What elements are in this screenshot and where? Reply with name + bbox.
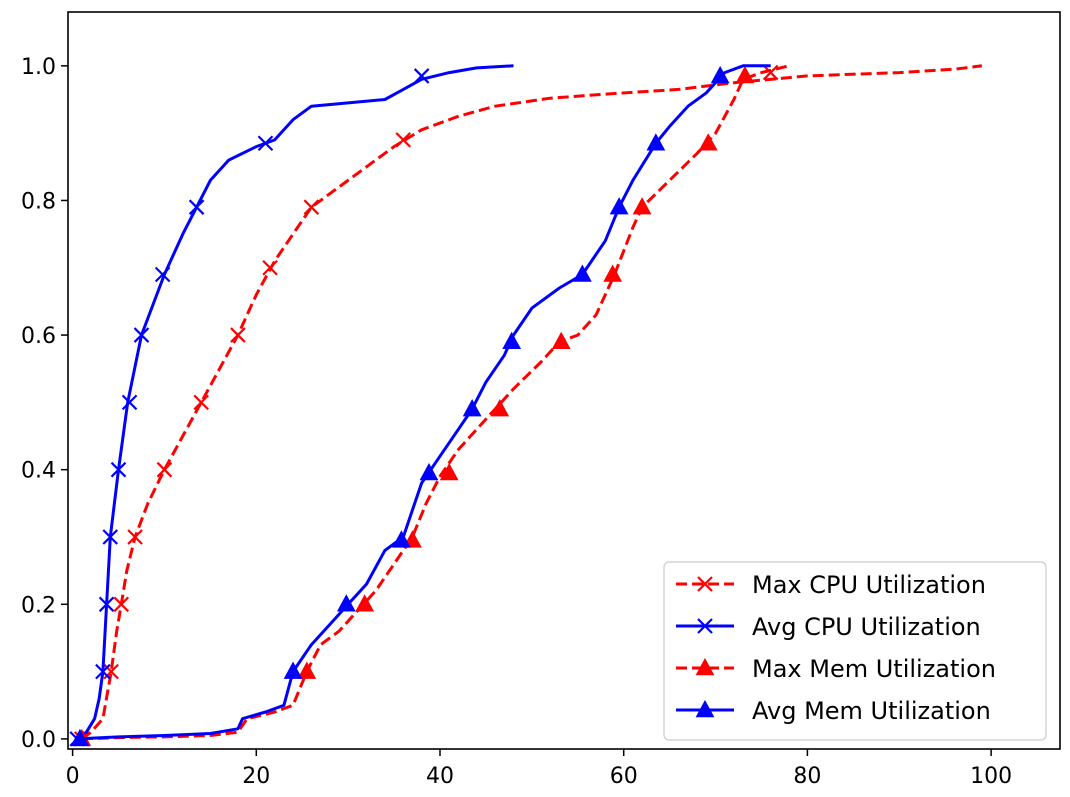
- data-point-avg-cpu-utilization: [121, 394, 138, 411]
- data-point-max-mem-utilization: [632, 197, 652, 215]
- series-line-max-mem-utilization: [81, 64, 790, 741]
- legend-marker: [697, 576, 713, 592]
- series-line-avg-cpu-utilization: [76, 64, 514, 741]
- data-point-max-mem-utilization: [439, 462, 459, 481]
- data-point-avg-cpu-utilization: [154, 266, 171, 283]
- x-tick-label: 40: [426, 764, 454, 789]
- series-layer: [69, 64, 983, 747]
- data-point-avg-cpu-utilization: [102, 529, 119, 545]
- data-point-max-mem-utilization: [355, 594, 375, 612]
- x-tick-label: 100: [970, 764, 1012, 789]
- legend-marker: [695, 657, 715, 676]
- data-point-max-mem-utilization: [698, 133, 718, 151]
- data-point-max-cpu-utilization: [193, 394, 209, 411]
- data-point-avg-cpu-utilization: [95, 663, 111, 680]
- legend-label: Avg CPU Utilization: [752, 613, 981, 641]
- legend-entry-max-mem-utilization: Max Mem Utilization: [676, 655, 996, 683]
- data-point-avg-mem-utilization: [502, 331, 522, 350]
- data-point-max-cpu-utilization: [395, 132, 412, 148]
- legend-entry-max-cpu-utilization: Max CPU Utilization: [676, 571, 986, 599]
- data-point-avg-mem-utilization: [646, 133, 666, 151]
- data-point-max-mem-utilization: [490, 399, 510, 417]
- legend-entry-avg-mem-utilization: Avg Mem Utilization: [676, 697, 991, 725]
- data-point-avg-mem-utilization: [572, 264, 592, 282]
- data-point-avg-mem-utilization: [710, 65, 730, 84]
- data-point-max-cpu-utilization: [303, 199, 320, 215]
- x-tick-label: 0: [66, 764, 80, 789]
- legend-label: Max Mem Utilization: [752, 655, 996, 683]
- data-point-avg-cpu-utilization: [110, 461, 127, 478]
- y-axis: 0.0 0.2 0.4 0.6 0.8 1.0: [21, 55, 68, 753]
- plot-frame: [67, 11, 1061, 750]
- x-tick-label: 60: [610, 764, 638, 789]
- legend-marker: [697, 618, 713, 634]
- data-point-max-mem-utilization: [297, 661, 317, 679]
- series-line-max-cpu-utilization: [80, 64, 983, 741]
- data-point-avg-cpu-utilization: [133, 327, 150, 343]
- legend-marker: [695, 699, 715, 718]
- legend-box: [663, 561, 1047, 741]
- data-point-avg-cpu-utilization: [188, 199, 205, 215]
- data-point-avg-mem-utilization: [336, 594, 356, 612]
- data-point-avg-mem-utilization: [462, 399, 482, 417]
- y-tick-label: 1.0: [21, 55, 56, 80]
- series-avg-mem-utilization: [70, 64, 771, 747]
- x-tick-label: 20: [242, 764, 270, 789]
- data-point-max-cpu-utilization: [262, 259, 278, 276]
- y-tick-label: 0.0: [21, 728, 56, 753]
- data-point-avg-cpu-utilization: [98, 596, 115, 613]
- data-point-max-cpu-utilization: [230, 327, 246, 343]
- legend: Max CPU Utilization Avg CPU Utilization Ma…: [663, 561, 1047, 741]
- data-point-max-mem-utilization: [735, 65, 755, 84]
- data-point-max-mem-utilization: [551, 331, 571, 350]
- y-tick-label: 0.8: [21, 189, 56, 214]
- y-tick-label: 0.6: [21, 324, 56, 349]
- data-point-avg-mem-utilization: [609, 197, 629, 215]
- legend-label: Max CPU Utilization: [752, 571, 986, 599]
- y-tick-label: 0.4: [21, 459, 56, 484]
- legend-entry-avg-cpu-utilization: Avg CPU Utilization: [676, 613, 981, 641]
- legend-label: Avg Mem Utilization: [752, 697, 991, 725]
- data-point-avg-cpu-utilization: [257, 135, 274, 152]
- data-point-avg-mem-utilization: [283, 661, 303, 679]
- data-point-avg-cpu-utilization: [413, 68, 430, 84]
- x-tick-label: 80: [793, 764, 821, 789]
- data-point-max-cpu-utilization: [113, 596, 130, 613]
- data-point-max-mem-utilization: [603, 264, 623, 282]
- y-tick-label: 0.2: [21, 593, 56, 618]
- x-axis: 0 20 40 60 80 100: [66, 749, 1012, 789]
- data-point-max-cpu-utilization: [762, 64, 779, 81]
- data-point-avg-mem-utilization: [70, 728, 90, 747]
- data-point-avg-mem-utilization: [392, 530, 411, 548]
- data-point-avg-mem-utilization: [419, 462, 439, 481]
- data-point-max-cpu-utilization: [127, 529, 143, 545]
- data-point-max-cpu-utilization: [156, 461, 173, 478]
